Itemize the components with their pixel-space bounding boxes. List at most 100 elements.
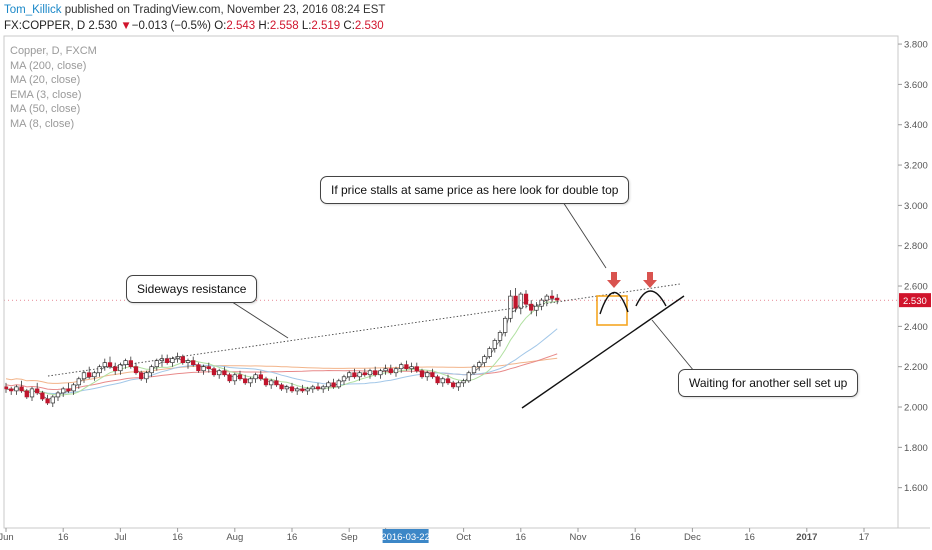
candle-body <box>378 370 383 376</box>
candle-body <box>24 390 29 398</box>
candle-body <box>440 378 445 384</box>
legend: Copper, D, FXCM MA (200, close) MA (20, … <box>10 44 97 132</box>
candle-body <box>237 374 243 380</box>
candle-body <box>201 366 206 372</box>
candle-body <box>404 364 409 370</box>
candle-body <box>461 380 466 384</box>
candle-body <box>492 340 497 349</box>
candle-body <box>196 364 201 372</box>
legend-item[interactable]: MA (50, close) <box>10 103 81 116</box>
candle-body <box>357 372 362 378</box>
candle-body <box>341 376 347 382</box>
down-arrow-icon: ▼ <box>120 20 132 32</box>
candle-body <box>154 360 159 368</box>
candle-body <box>191 360 196 366</box>
candle-body <box>456 382 461 388</box>
y-tick-label: 3.600 <box>904 80 928 91</box>
candle-body <box>555 297 560 301</box>
open-label: O: <box>214 20 227 32</box>
candle-body <box>180 356 185 364</box>
candle-body <box>315 386 321 390</box>
candle-body <box>518 293 523 309</box>
candle-body <box>534 305 539 311</box>
candle-body <box>123 360 128 366</box>
candle-body <box>87 372 92 378</box>
candle-body <box>414 366 419 372</box>
candle-body <box>107 362 113 368</box>
candle-body <box>35 388 40 394</box>
candle-body <box>61 388 66 394</box>
candle-body <box>185 360 191 364</box>
down-arrow-icon <box>643 272 657 288</box>
resistance-line <box>47 283 681 377</box>
candle-body <box>300 388 305 392</box>
publish-header: Tom_Killick published on TradingView.com… <box>4 2 385 18</box>
price-tag-label: 2.530 <box>903 296 927 307</box>
quote-line: FX:COPPER, D 2.530 ▼−0.013 (−0.5%) O:2.5… <box>4 18 384 34</box>
ma20-line <box>5 328 558 394</box>
candle-body <box>383 368 388 372</box>
candle-body <box>139 372 144 380</box>
candle-body <box>243 378 248 384</box>
candle-body <box>393 368 399 374</box>
candle-body <box>513 295 518 309</box>
y-tick-label: 3.000 <box>904 201 928 212</box>
legend-item[interactable]: EMA (3, close) <box>10 88 82 101</box>
candle-body <box>419 370 425 378</box>
candles <box>3 288 560 408</box>
candle-body <box>336 380 341 388</box>
close-label: C: <box>343 20 355 32</box>
x-tick-label: 16 <box>172 532 183 543</box>
candle-body <box>503 317 508 333</box>
candle-body <box>487 348 492 357</box>
trendline <box>521 295 685 409</box>
candle-body <box>305 388 310 392</box>
candle-body <box>477 362 482 368</box>
callout-pointer <box>225 297 289 339</box>
legend-item[interactable]: MA (200, close) <box>10 59 87 72</box>
callout-sell-setup[interactable]: Waiting for another sell set up <box>678 369 859 397</box>
candle-body <box>248 378 253 384</box>
candle-body <box>451 382 456 388</box>
x-highlight-bg <box>382 529 429 543</box>
callout-double-top[interactable]: If price stalls at same price as here lo… <box>320 176 630 204</box>
candle-body <box>331 382 336 388</box>
x-tick-label: 2016-03-22 <box>381 532 430 543</box>
candle-body <box>3 386 9 390</box>
low-label: L: <box>301 20 312 32</box>
callout-resistance[interactable]: Sideways resistance <box>126 275 258 303</box>
axes: 1.600 1.800 2.000 2.200 2.400 2.600 2.800 3.000… <box>0 35 930 543</box>
y-tick-label: 3.200 <box>904 161 928 172</box>
candle-body <box>409 366 414 370</box>
candle-body <box>362 372 367 376</box>
candle-body <box>211 368 217 376</box>
candle-body <box>508 295 513 319</box>
candle-body <box>206 366 211 370</box>
candle-body <box>497 332 503 341</box>
price-change: −0.013 (−0.5%) <box>131 20 212 32</box>
candle-body <box>66 388 71 392</box>
published-text: published on TradingView.com, November 2… <box>64 4 386 16</box>
candle-body <box>425 372 430 378</box>
close-value: 2.530 <box>354 20 384 32</box>
candle-body <box>55 392 61 398</box>
x-tick-label: 16 <box>58 532 69 543</box>
ma200-line <box>5 357 558 384</box>
candle-body <box>144 372 149 380</box>
y-tick-label: 2.400 <box>904 322 928 333</box>
candle-body <box>97 366 102 374</box>
top-arc <box>599 291 629 315</box>
candle-body <box>430 372 435 378</box>
candle-body <box>466 372 471 382</box>
y-tick-label: 2.000 <box>904 403 928 414</box>
candle-body <box>523 293 529 305</box>
y-tick-label: 3.800 <box>904 40 928 51</box>
legend-item[interactable]: MA (20, close) <box>10 74 81 87</box>
candle-body <box>529 303 534 311</box>
y-tick-label: 2.200 <box>904 362 928 373</box>
symbol-label: FX:COPPER, D <box>4 20 86 32</box>
legend-item[interactable]: MA (8, close) <box>10 117 75 130</box>
candle-body <box>388 368 393 374</box>
author-link[interactable]: Tom_Killick <box>4 4 62 16</box>
